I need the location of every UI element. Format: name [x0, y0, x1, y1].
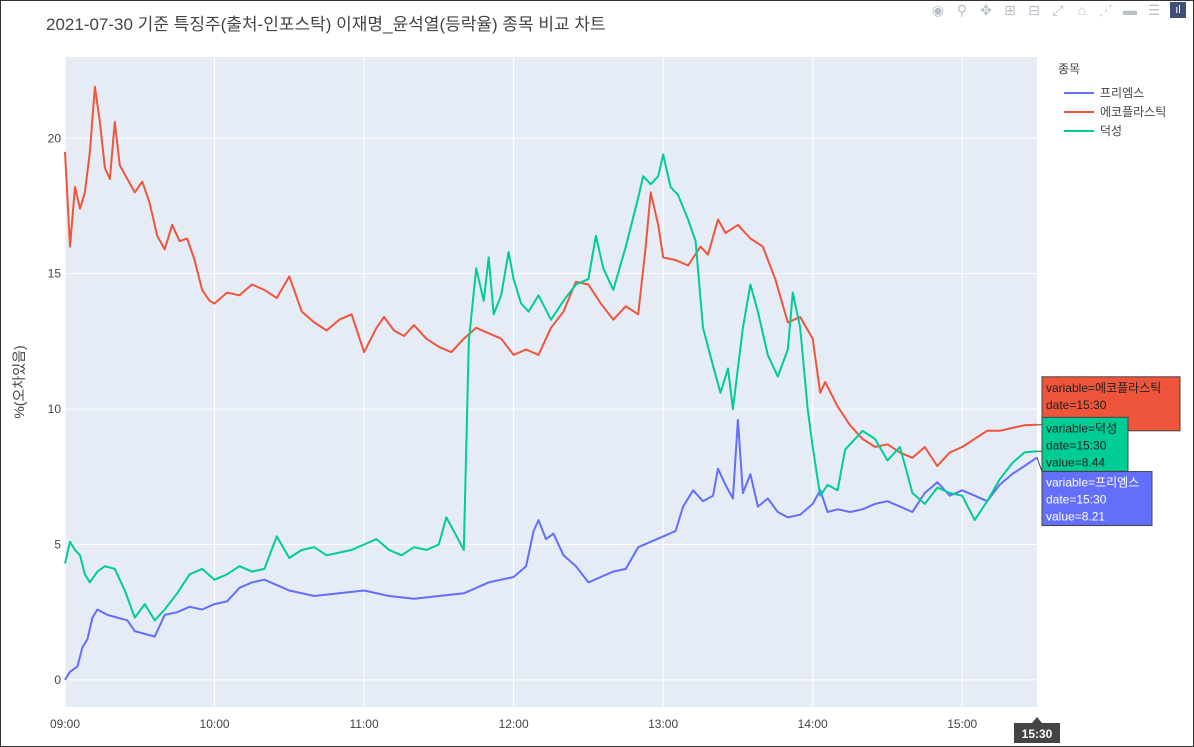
hover-text: variable=덕성: [1046, 421, 1117, 435]
x-tick-label: 11:00: [350, 717, 379, 731]
hover-text: variable=에코플라스틱: [1046, 381, 1161, 395]
hover-text: variable=프리엠스: [1046, 476, 1139, 490]
x-tick-label: 09:00: [50, 717, 80, 731]
x-tick-labels: 09:00 10:00 11:00 12:00 13:00 14:00 15:00: [50, 717, 978, 731]
plot-area[interactable]: [65, 57, 1037, 707]
home-icon[interactable]: ⌂: [1077, 2, 1087, 18]
hover-compare-icon[interactable]: ☰: [1147, 2, 1161, 18]
legend-item-series-1[interactable]: 프리엠스: [1058, 83, 1166, 102]
x-tick-label: 14:00: [798, 717, 828, 731]
hover-box: [1041, 416, 1129, 472]
series-line-2[interactable]: [64, 85, 1038, 467]
pan-icon[interactable]: ✥: [980, 2, 992, 18]
hover-label: variable=덕성 date=15:30 value=8.44: [1037, 416, 1129, 472]
zoom-icon[interactable]: ⚲: [956, 2, 968, 18]
y-tick-label: 20: [48, 131, 62, 145]
series-lines: [64, 85, 1038, 681]
zoom-out-icon[interactable]: ⊟: [1028, 2, 1040, 18]
hover-closest-icon[interactable]: ▬: [1123, 2, 1137, 18]
y-tick-label: 0: [54, 673, 61, 687]
autoscale-icon[interactable]: ⤢: [1052, 2, 1064, 18]
x-hover-text: 15:30: [1022, 727, 1053, 741]
legend: 종목 프리엠스 에코플라스틱 덕성: [1058, 60, 1166, 140]
legend-label-series-2: 에코플라스틱: [1100, 105, 1167, 119]
hover-text: date=15:30: [1046, 398, 1107, 412]
plotly-logo-icon[interactable]: ıl: [1170, 2, 1186, 18]
zoom-in-icon[interactable]: ⊞: [1004, 2, 1016, 18]
hover-text: date=15:30: [1046, 493, 1107, 507]
legend-swatch-series-1: [1064, 91, 1094, 94]
y-tick-label: 15: [48, 267, 62, 281]
legend-item-series-3[interactable]: 덕성: [1058, 121, 1166, 140]
x-tick-label: 13:00: [648, 717, 678, 731]
camera-icon[interactable]: ◉: [931, 2, 945, 18]
legend-label-series-1: 프리엠스: [1100, 86, 1145, 100]
hover-box: [1041, 471, 1153, 527]
x-hover-label: 15:30: [1014, 717, 1060, 743]
legend-title: 종목: [1058, 62, 1081, 76]
series-line-1[interactable]: [64, 418, 1038, 681]
spike-icon[interactable]: ⋰: [1099, 2, 1113, 18]
hover-text: date=15:30: [1046, 438, 1107, 452]
x-tick-label: 15:00: [947, 717, 977, 731]
y-tick-label: 10: [48, 402, 62, 416]
legend-swatch-series-2: [1064, 110, 1094, 113]
y-tick-labels: 0 5 10 15 20: [48, 131, 62, 687]
legend-swatch-series-3: [1064, 129, 1094, 132]
hover-pointer: [1036, 457, 1043, 472]
hover-labels: variable=에코플라스틱date=15:30value=9.42varia…: [1014, 376, 1181, 743]
modebar: ◉ ⚲ ✥ ⊞ ⊟ ⤢ ⌂ ⋰ ▬ ☰ ıl: [930, 2, 1186, 18]
hover-text: value=8.44: [1046, 455, 1105, 469]
legend-label-series-3: 덕성: [1100, 124, 1123, 138]
x-tick-label: 10:00: [200, 717, 230, 731]
x-tick-label: 12:00: [499, 717, 529, 731]
hover-text: value=8.21: [1046, 510, 1105, 524]
x-hover-box: [1014, 717, 1060, 743]
chart-title: 2021-07-30 기준 특징주(출처-인포스탁) 이재명_윤석열(등락율) …: [46, 15, 606, 34]
y-tick-label: 5: [54, 538, 61, 552]
hover-label: variable=프리엠스 date=15:30 value=8.21: [1036, 457, 1153, 527]
y-axis-label: %(오차있음): [11, 345, 27, 418]
legend-item-series-2[interactable]: 에코플라스틱: [1058, 102, 1166, 121]
series-line-3[interactable]: [64, 153, 1038, 622]
